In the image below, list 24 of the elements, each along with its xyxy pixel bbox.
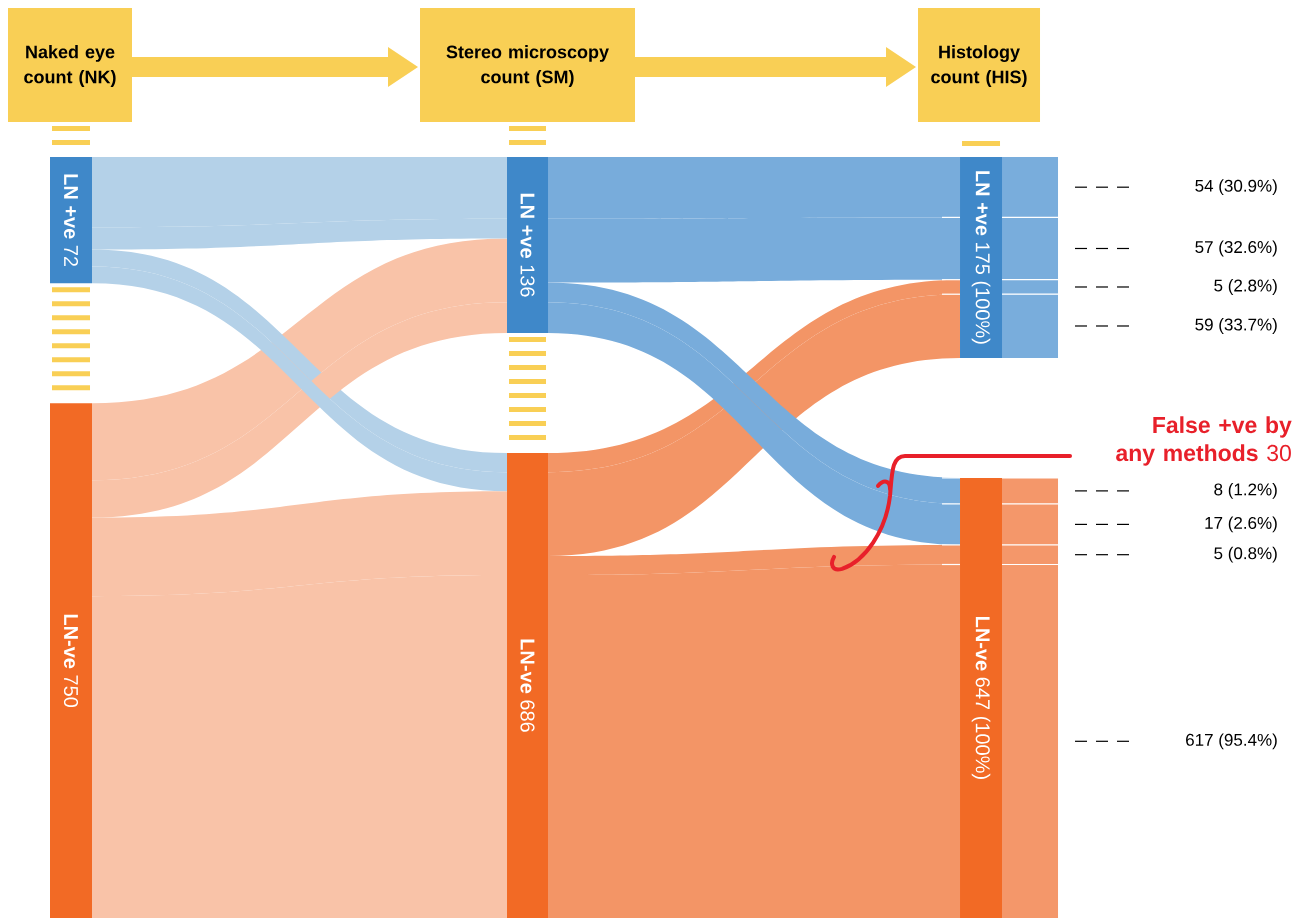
series-label: LN +ve xyxy=(975,171,990,236)
category-label: Stereo microscopy count (SM) xyxy=(446,45,609,87)
data-label: 5 (0.8%) xyxy=(1214,546,1277,563)
data-label: 686 xyxy=(520,700,535,732)
data-label: 59 (33.7%) xyxy=(1195,318,1277,334)
text: LN-ve xyxy=(63,614,78,669)
category-label: Histology count (HIS) xyxy=(931,45,1027,87)
data-label: 617 (95.4%) xyxy=(1186,733,1277,750)
data-label: 175 (100%) xyxy=(971,243,991,344)
data-label: 17 (2.6%) xyxy=(1205,516,1277,533)
data-label: 72 xyxy=(64,245,79,267)
data-label: 5 (2.8%) xyxy=(1214,279,1277,295)
text: LN-ve xyxy=(520,639,535,694)
data-label: 8 (1.2%) xyxy=(1214,482,1277,499)
text: LN +ve xyxy=(63,174,78,239)
data-label: 647 (100%) xyxy=(971,677,991,779)
data-label: 54 (30.9%) xyxy=(1195,179,1277,196)
text: False +ve by any methods 30 xyxy=(1116,416,1292,466)
text: LN +ve xyxy=(520,193,535,258)
series-label: LN-ve xyxy=(975,616,990,671)
data-label: 57 (32.6%) xyxy=(1195,240,1277,257)
category-label: Naked eye count (NK) xyxy=(24,45,116,87)
data-label: 136 xyxy=(520,265,535,297)
data-label: 750 xyxy=(63,675,79,708)
